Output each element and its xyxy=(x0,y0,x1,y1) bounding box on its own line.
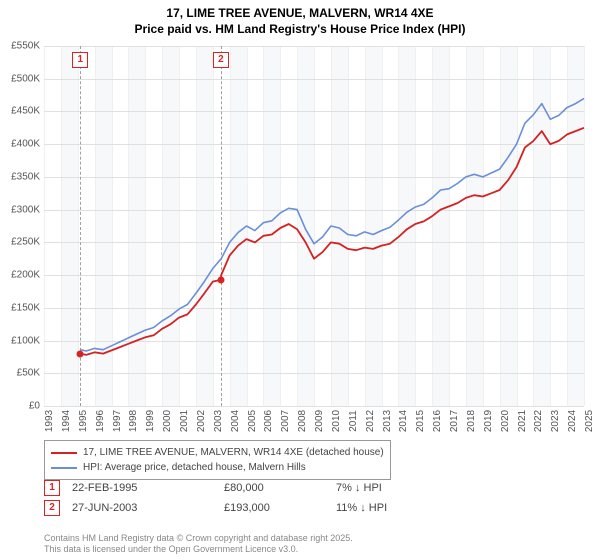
x-tick-label: 2019 xyxy=(483,410,494,432)
x-tick-label: 2013 xyxy=(382,410,393,432)
sale-row-marker: 2 xyxy=(44,500,60,516)
y-tick-label: £0 xyxy=(0,401,40,412)
sale-row-marker: 1 xyxy=(44,480,60,496)
x-tick-label: 1999 xyxy=(145,410,156,432)
sale-row: 2 27-JUN-2003 £193,000 11% ↓ HPI xyxy=(44,498,584,518)
x-tick-label: 2023 xyxy=(550,410,561,432)
x-tick-label: 2010 xyxy=(331,410,342,432)
legend: 17, LIME TREE AVENUE, MALVERN, WR14 4XE … xyxy=(44,440,584,480)
footnote-line-1: Contains HM Land Registry data © Crown c… xyxy=(44,533,353,545)
y-tick-label: £150K xyxy=(0,302,40,313)
x-tick-label: 2002 xyxy=(196,410,207,432)
y-tick-label: £550K xyxy=(0,41,40,52)
x-tick-label: 1998 xyxy=(128,410,139,432)
sale-row: 1 22-FEB-1995 £80,000 7% ↓ HPI xyxy=(44,478,584,498)
x-tick-label: 2000 xyxy=(162,410,173,432)
legend-swatch xyxy=(51,467,77,469)
gridline-horizontal xyxy=(44,406,584,407)
series-line-hpi xyxy=(80,98,584,351)
y-tick-label: £100K xyxy=(0,335,40,346)
x-tick-label: 1993 xyxy=(44,410,55,432)
y-tick-label: £350K xyxy=(0,171,40,182)
x-tick-label: 2022 xyxy=(533,410,544,432)
x-tick-label: 2009 xyxy=(314,410,325,432)
y-tick-label: £300K xyxy=(0,204,40,215)
y-tick-label: £450K xyxy=(0,106,40,117)
x-tick-label: 2014 xyxy=(398,410,409,432)
x-tick-label: 2005 xyxy=(247,410,258,432)
legend-label: HPI: Average price, detached house, Malv… xyxy=(83,460,306,475)
series-line-property xyxy=(80,128,584,355)
legend-swatch xyxy=(51,452,77,454)
x-tick-label: 2021 xyxy=(517,410,528,432)
x-tick-label: 2020 xyxy=(500,410,511,432)
chart-plot-area: 1993199419951996199719981999200020012002… xyxy=(44,46,584,406)
title-line-1: 17, LIME TREE AVENUE, MALVERN, WR14 4XE xyxy=(0,6,600,22)
legend-row: HPI: Average price, detached house, Malv… xyxy=(51,460,384,475)
footnote-line-2: This data is licensed under the Open Gov… xyxy=(44,544,353,556)
x-tick-label: 2011 xyxy=(348,410,359,432)
x-tick-label: 2001 xyxy=(179,410,190,432)
x-tick-label: 1996 xyxy=(95,410,106,432)
x-tick-label: 2017 xyxy=(449,410,460,432)
legend-label: 17, LIME TREE AVENUE, MALVERN, WR14 4XE … xyxy=(83,445,384,460)
x-tick-label: 2016 xyxy=(432,410,443,432)
x-tick-label: 2007 xyxy=(280,410,291,432)
x-tick-label: 2004 xyxy=(230,410,241,432)
sale-price: £80,000 xyxy=(224,482,324,494)
y-tick-label: £500K xyxy=(0,73,40,84)
sale-price: £193,000 xyxy=(224,502,324,514)
x-tick-label: 2025 xyxy=(584,410,595,432)
title-line-2: Price paid vs. HM Land Registry's House … xyxy=(0,22,600,38)
sales-table: 1 22-FEB-1995 £80,000 7% ↓ HPI 2 27-JUN-2003 £… xyxy=(44,478,584,518)
x-tick-label: 2015 xyxy=(415,410,426,432)
y-tick-label: £400K xyxy=(0,139,40,150)
y-tick-label: £250K xyxy=(0,237,40,248)
x-tick-label: 2018 xyxy=(466,410,477,432)
sale-delta: 7% ↓ HPI xyxy=(336,482,456,494)
y-tick-label: £50K xyxy=(0,368,40,379)
x-tick-label: 2012 xyxy=(365,410,376,432)
x-tick-label: 2008 xyxy=(297,410,308,432)
sale-delta: 11% ↓ HPI xyxy=(336,502,456,514)
x-tick-label: 2006 xyxy=(263,410,274,432)
footnote: Contains HM Land Registry data © Crown c… xyxy=(44,533,353,556)
chart-title: 17, LIME TREE AVENUE, MALVERN, WR14 4XE … xyxy=(0,0,600,37)
x-tick-label: 1997 xyxy=(112,410,123,432)
sale-date: 22-FEB-1995 xyxy=(72,482,212,494)
x-tick-label: 2024 xyxy=(567,410,578,432)
x-tick-label: 1995 xyxy=(78,410,89,432)
x-tick-label: 1994 xyxy=(61,410,72,432)
gridline-vertical xyxy=(584,46,585,406)
sale-date: 27-JUN-2003 xyxy=(72,502,212,514)
x-tick-label: 2003 xyxy=(213,410,224,432)
chart-lines xyxy=(44,46,584,406)
legend-row: 17, LIME TREE AVENUE, MALVERN, WR14 4XE … xyxy=(51,445,384,460)
y-tick-label: £200K xyxy=(0,270,40,281)
